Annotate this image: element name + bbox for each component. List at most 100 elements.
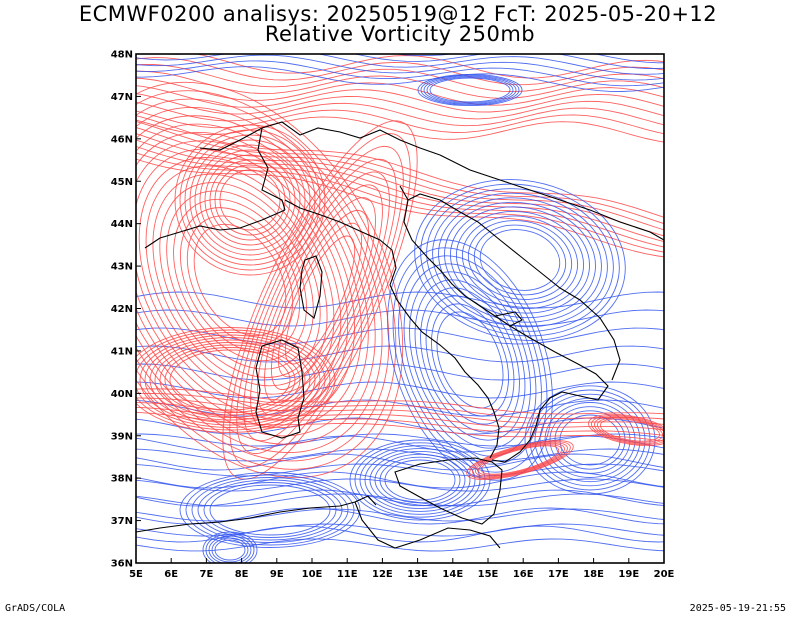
lon-tick-label: 17E bbox=[548, 569, 569, 580]
contour-line bbox=[136, 54, 664, 81]
contour-line bbox=[197, 479, 343, 541]
lat-tick-label: 40N bbox=[111, 389, 133, 400]
contour-line bbox=[467, 220, 573, 300]
contour-line bbox=[398, 255, 542, 465]
lat-tick-label: 41N bbox=[111, 346, 133, 357]
contour-line bbox=[136, 538, 664, 552]
border-balkans bbox=[439, 154, 664, 241]
lat-tick-label: 44N bbox=[111, 219, 133, 230]
contour-line bbox=[136, 60, 664, 87]
contour-line bbox=[136, 109, 664, 135]
contour-line bbox=[209, 484, 331, 536]
contour-line bbox=[154, 342, 306, 418]
lat-tick-label: 38N bbox=[111, 474, 133, 485]
contour-line bbox=[387, 239, 553, 481]
contour-line bbox=[136, 98, 390, 462]
contour-line bbox=[136, 411, 664, 442]
contour-line bbox=[205, 533, 255, 563]
contour-line bbox=[475, 443, 565, 477]
contour-line bbox=[136, 381, 664, 399]
contour-line bbox=[544, 402, 636, 478]
contour-line bbox=[169, 349, 291, 411]
contour-line bbox=[420, 183, 620, 337]
lon-tick-label: 20E bbox=[654, 569, 675, 580]
lon-tick-label: 14E bbox=[442, 569, 463, 580]
contour-line bbox=[136, 93, 664, 120]
lat-tick-label: 47N bbox=[111, 92, 133, 103]
contour-line bbox=[136, 123, 369, 437]
lon-tick-label: 13E bbox=[407, 569, 428, 580]
contour-line bbox=[194, 144, 306, 256]
contour-line bbox=[426, 76, 514, 104]
contour-line bbox=[208, 535, 252, 563]
contour-line bbox=[136, 140, 356, 420]
lon-tick-label: 10E bbox=[302, 569, 323, 580]
contour-line bbox=[369, 450, 471, 510]
contour-line bbox=[384, 459, 456, 501]
contour-line bbox=[136, 90, 397, 470]
coastline-africa-cap bbox=[354, 495, 377, 506]
contour-line bbox=[473, 224, 567, 296]
lon-tick-label: 16E bbox=[513, 569, 534, 580]
contour-line bbox=[403, 263, 537, 457]
contour-line bbox=[159, 54, 664, 69]
lat-tick-label: 48N bbox=[111, 50, 133, 61]
contour-line bbox=[219, 169, 281, 231]
lat-tick-label: 45N bbox=[111, 177, 133, 188]
contour-line bbox=[136, 508, 664, 522]
contour-line bbox=[136, 145, 664, 248]
contour-field bbox=[136, 54, 664, 563]
contour-line bbox=[189, 139, 311, 261]
contour-line bbox=[136, 115, 376, 445]
lat-tick-label: 46N bbox=[111, 134, 133, 145]
contour-line bbox=[534, 393, 646, 487]
lon-tick-label: 5E bbox=[129, 569, 143, 580]
contour-line bbox=[136, 57, 664, 86]
axes: 5E 6E 7E 8E 9E 10E 11E 12E 13E 14E 15E 16E 17E 18E 19E… bbox=[111, 50, 675, 581]
contour-line bbox=[139, 334, 321, 426]
contour-line bbox=[174, 124, 326, 276]
map-title: ECMWF0200 analisys: 20250519@12 FcT: 202… bbox=[78, 2, 718, 26]
contour-line bbox=[136, 327, 336, 433]
contour-line bbox=[136, 402, 664, 431]
contour-line bbox=[472, 442, 568, 478]
contour-line bbox=[284, 235, 356, 365]
contour-line bbox=[199, 149, 301, 251]
contour-line bbox=[420, 74, 520, 106]
coastline-corsica bbox=[299, 255, 323, 319]
contour-line bbox=[136, 525, 664, 543]
contour-line bbox=[354, 442, 486, 518]
lat-tick-label: 36N bbox=[111, 559, 133, 570]
coastline-sicily bbox=[394, 457, 503, 525]
contour-line bbox=[392, 247, 548, 473]
contour-line bbox=[429, 77, 511, 103]
coastlines bbox=[136, 121, 664, 549]
contour-line bbox=[136, 152, 664, 253]
border-alps bbox=[199, 121, 441, 156]
contour-line bbox=[186, 215, 294, 345]
coastline-italy-east bbox=[399, 185, 609, 463]
contour-line bbox=[136, 291, 664, 309]
contour-line bbox=[136, 453, 664, 471]
lon-tick-label: 11E bbox=[337, 569, 358, 580]
coastline-italy-west bbox=[284, 199, 500, 459]
lat-tick-label: 42N bbox=[111, 304, 133, 315]
contour-line bbox=[145, 165, 335, 395]
contour-line bbox=[136, 115, 664, 218]
contour-line bbox=[204, 154, 296, 246]
contour-line bbox=[136, 77, 664, 106]
contour-line bbox=[417, 73, 523, 107]
contour-line bbox=[588, 413, 664, 447]
contour-line bbox=[136, 392, 664, 420]
contour-line bbox=[136, 81, 404, 479]
contour-line bbox=[229, 133, 411, 467]
contour-line bbox=[270, 209, 370, 391]
contour-line bbox=[203, 482, 337, 538]
contour-line bbox=[149, 339, 311, 421]
contour-line bbox=[202, 531, 258, 563]
contour-line bbox=[599, 418, 661, 442]
contour-line bbox=[136, 64, 664, 93]
contour-line bbox=[438, 197, 602, 323]
contour-line bbox=[136, 85, 664, 113]
